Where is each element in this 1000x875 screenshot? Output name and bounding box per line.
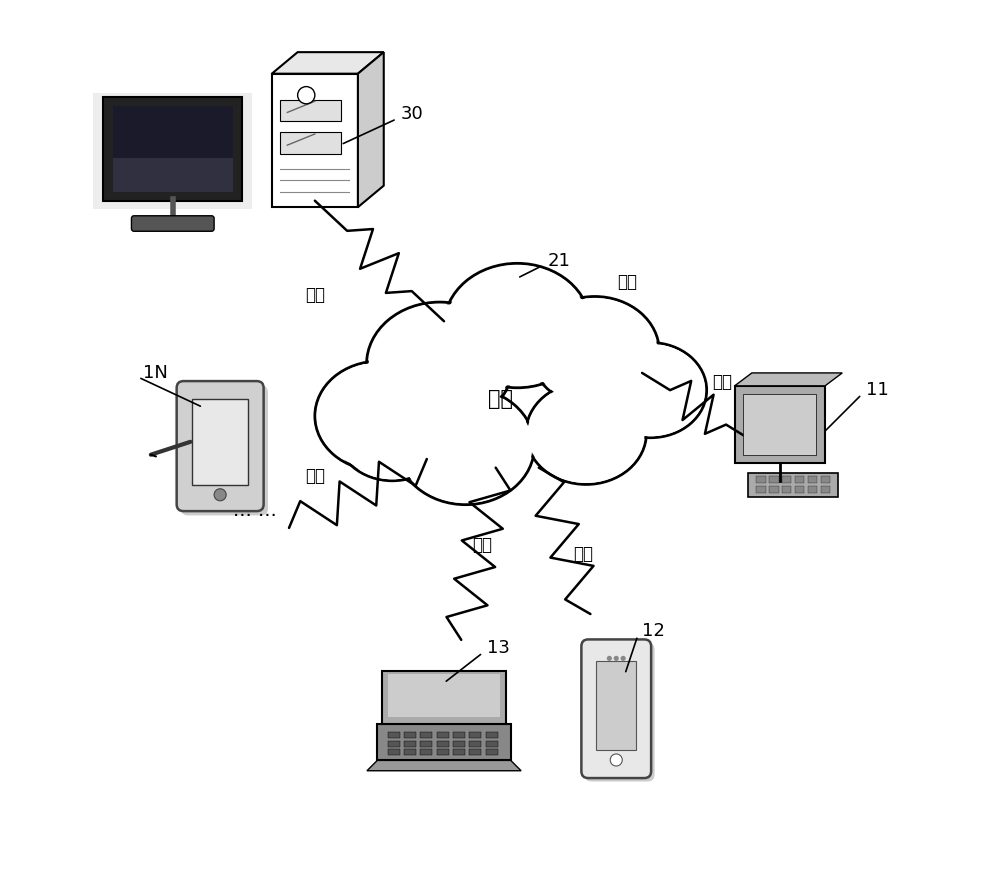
Bar <box>821 486 830 493</box>
FancyBboxPatch shape <box>585 643 655 781</box>
Circle shape <box>214 489 226 500</box>
Ellipse shape <box>595 343 707 438</box>
Bar <box>795 476 804 483</box>
Bar <box>388 732 400 738</box>
FancyBboxPatch shape <box>131 216 214 231</box>
FancyBboxPatch shape <box>377 724 511 760</box>
Ellipse shape <box>369 304 511 424</box>
Bar <box>486 732 498 738</box>
Bar <box>756 476 766 483</box>
Bar <box>437 740 449 746</box>
Bar <box>420 732 432 738</box>
Bar <box>113 107 233 192</box>
FancyBboxPatch shape <box>581 640 651 778</box>
Bar <box>192 399 248 486</box>
Polygon shape <box>367 760 521 771</box>
Text: 11: 11 <box>866 381 889 399</box>
Bar <box>769 486 779 493</box>
Text: 30: 30 <box>401 105 424 123</box>
Text: 交互: 交互 <box>472 536 492 554</box>
Bar <box>388 740 400 746</box>
Ellipse shape <box>338 387 447 480</box>
Ellipse shape <box>444 263 590 388</box>
Text: 12: 12 <box>642 622 665 640</box>
Ellipse shape <box>367 302 513 426</box>
Bar <box>420 749 432 755</box>
Bar <box>388 675 500 718</box>
Bar <box>795 486 804 493</box>
Bar <box>453 740 465 746</box>
Bar <box>769 476 779 483</box>
Text: 21: 21 <box>547 252 570 270</box>
Ellipse shape <box>446 265 588 386</box>
Ellipse shape <box>399 389 532 503</box>
Text: 交互: 交互 <box>712 373 732 390</box>
Circle shape <box>607 655 612 661</box>
Text: 交互: 交互 <box>617 274 637 291</box>
Ellipse shape <box>596 344 705 437</box>
Polygon shape <box>358 52 384 207</box>
Bar <box>420 740 432 746</box>
Bar <box>113 158 233 192</box>
Ellipse shape <box>315 361 444 471</box>
Bar <box>437 732 449 738</box>
Bar <box>280 132 341 154</box>
Polygon shape <box>735 373 842 386</box>
Bar <box>469 749 481 755</box>
Bar <box>404 749 416 755</box>
FancyBboxPatch shape <box>181 385 268 515</box>
Bar <box>596 661 636 750</box>
FancyBboxPatch shape <box>103 97 242 201</box>
Bar <box>756 486 766 493</box>
Text: 交互: 交互 <box>305 467 325 486</box>
FancyBboxPatch shape <box>93 93 252 209</box>
Bar <box>469 740 481 746</box>
Ellipse shape <box>532 298 657 404</box>
Ellipse shape <box>397 388 534 505</box>
Circle shape <box>610 754 622 766</box>
Text: 13: 13 <box>487 639 510 657</box>
Circle shape <box>621 655 626 661</box>
Bar <box>453 749 465 755</box>
Bar <box>808 476 817 483</box>
Bar <box>469 732 481 738</box>
Text: 网络: 网络 <box>488 388 512 409</box>
Bar <box>453 732 465 738</box>
Bar <box>272 74 358 207</box>
Bar <box>388 749 400 755</box>
Bar <box>735 386 825 464</box>
FancyBboxPatch shape <box>177 382 264 511</box>
Ellipse shape <box>526 382 646 485</box>
Bar <box>782 486 791 493</box>
Circle shape <box>614 655 619 661</box>
FancyBboxPatch shape <box>382 671 506 724</box>
Ellipse shape <box>317 363 442 469</box>
Bar <box>821 476 830 483</box>
Text: 交互: 交互 <box>573 545 593 563</box>
Bar <box>486 749 498 755</box>
Polygon shape <box>272 52 384 74</box>
Ellipse shape <box>528 383 645 483</box>
Text: 1N: 1N <box>143 363 168 382</box>
Bar <box>808 486 817 493</box>
FancyBboxPatch shape <box>748 473 838 497</box>
Ellipse shape <box>530 297 659 406</box>
Bar <box>280 100 341 121</box>
Text: ... ...: ... ... <box>233 501 276 521</box>
Bar <box>743 395 816 455</box>
Bar <box>437 749 449 755</box>
Bar <box>404 732 416 738</box>
Bar <box>404 740 416 746</box>
Text: 交互: 交互 <box>305 286 325 304</box>
Circle shape <box>298 87 315 104</box>
Ellipse shape <box>336 386 448 480</box>
Bar <box>486 740 498 746</box>
Bar <box>782 476 791 483</box>
